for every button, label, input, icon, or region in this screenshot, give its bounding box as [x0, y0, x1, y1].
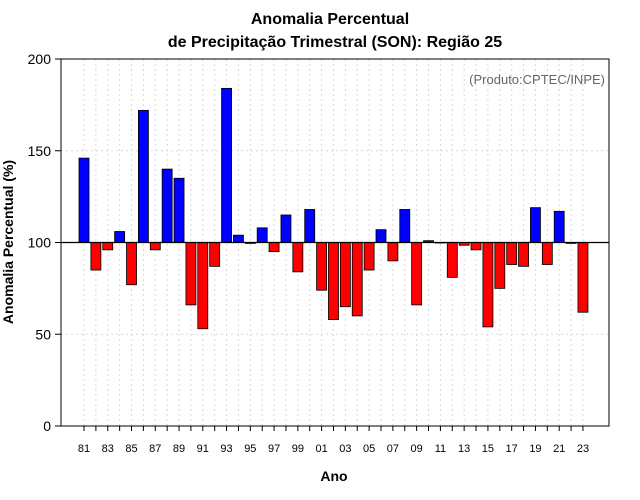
bar-08	[399, 209, 411, 243]
bar-00	[304, 209, 316, 243]
x-tick-label: 21	[553, 443, 565, 455]
x-tick-label: 87	[149, 443, 161, 455]
bar-05	[363, 242, 375, 271]
x-tick-label: 13	[458, 443, 470, 455]
x-tick-label: 97	[268, 443, 280, 455]
bar-01	[316, 242, 328, 291]
bar-87	[149, 242, 161, 251]
chart-title-line2: de Precipitação Trimestral (SON): Região…	[168, 34, 502, 51]
x-tick-label: 85	[125, 443, 137, 455]
bar-90	[185, 242, 197, 306]
x-tick-label: 93	[220, 443, 232, 455]
bar-88	[161, 168, 173, 243]
x-tick-label: 89	[173, 443, 185, 455]
bar-99	[292, 242, 304, 273]
bar-16	[494, 242, 506, 289]
bar-12	[446, 242, 458, 278]
x-tick-label: 03	[339, 443, 351, 455]
bar-96	[256, 227, 268, 243]
y-tick-label: 100	[28, 235, 52, 251]
gridlines	[61, 59, 609, 426]
x-tick-label: 01	[315, 443, 327, 455]
y-tick-label: 50	[35, 326, 51, 342]
x-tick-label: 91	[197, 443, 209, 455]
x-tick-label: 83	[102, 443, 114, 455]
bars	[78, 87, 589, 330]
bar-15	[482, 242, 494, 328]
bar-09	[411, 242, 423, 306]
bar-81	[78, 157, 90, 243]
bar-92	[209, 242, 221, 267]
bar-82	[90, 242, 102, 271]
bar-84	[114, 231, 126, 243]
y-axis-label: Anomalia Percentual (%)	[0, 160, 16, 324]
bar-91	[197, 242, 209, 330]
x-tick-label: 23	[577, 443, 589, 455]
bar-93	[221, 87, 232, 243]
bar-07	[387, 242, 399, 262]
x-tick-label: 11	[435, 443, 446, 455]
x-tick-label: 19	[529, 443, 541, 455]
bar-19	[530, 207, 541, 243]
bar-18	[518, 242, 529, 267]
x-tick-label: 99	[292, 443, 304, 455]
x-tick-label: 15	[482, 443, 494, 455]
bar-14	[470, 242, 482, 251]
x-axis-label: Ano	[320, 468, 347, 484]
x-tick-label: 07	[387, 443, 399, 455]
bar-06	[375, 229, 387, 243]
bar-02	[328, 242, 339, 320]
y-tick-label: 0	[43, 418, 51, 434]
bar-23	[577, 242, 589, 313]
bar-21	[553, 210, 565, 243]
chart-title-line1: Anomalia Percentual	[251, 11, 409, 28]
bar-17	[506, 242, 518, 265]
y-tick-label: 150	[28, 143, 52, 159]
x-tick-label: 17	[506, 443, 518, 455]
bar-83	[102, 242, 114, 251]
bar-89	[173, 177, 185, 243]
bar-97	[268, 242, 280, 253]
bar-03	[339, 242, 351, 308]
x-tick-label: 95	[244, 443, 256, 455]
bar-85	[126, 242, 137, 286]
y-axis-ticks: 0 50 100 150 200	[28, 51, 61, 434]
bar-20	[541, 242, 553, 265]
bar-98	[280, 214, 292, 243]
x-axis-ticks: 81 83 85 87 89 91 93 95 97 99 01 03 05 07 09 11 13 15 17 19…	[78, 426, 589, 455]
bar-94	[233, 234, 244, 243]
bar-86	[137, 109, 149, 243]
x-tick-label: 09	[411, 443, 423, 455]
y-tick-label: 200	[28, 51, 52, 67]
credit-label: (Produto:CPTEC/INPE)	[469, 72, 605, 87]
x-tick-label: 05	[363, 443, 375, 455]
bar-04	[351, 242, 363, 317]
x-tick-label: 81	[78, 443, 90, 455]
